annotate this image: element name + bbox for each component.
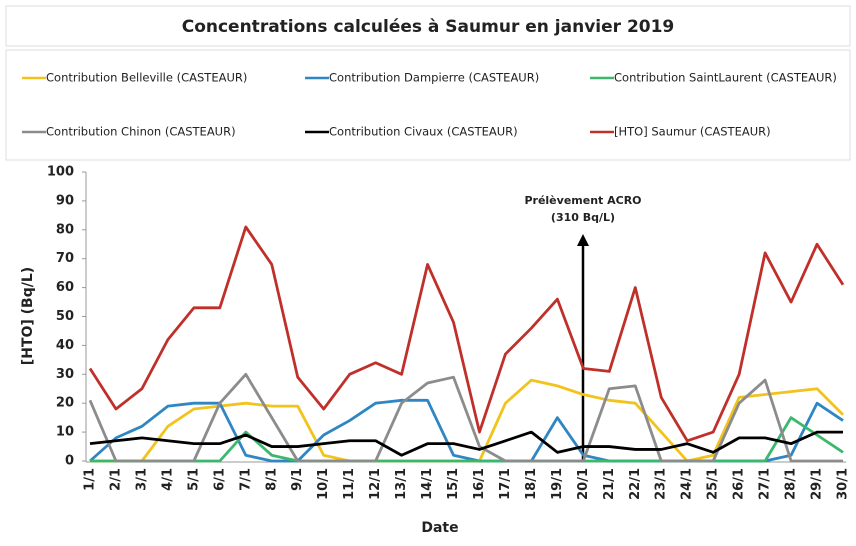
x-tick-label: 23/1 xyxy=(654,468,669,500)
y-axis-label: [HTO] (Bq/L) xyxy=(20,267,36,365)
x-tick-label: 8/1 xyxy=(264,468,279,491)
x-tick-label: 15/1 xyxy=(446,468,461,500)
chart-title: Concentrations calculées à Saumur en jan… xyxy=(182,17,675,37)
y-tick-label: 40 xyxy=(56,338,74,353)
x-tick-label: 26/1 xyxy=(732,468,747,500)
legend-label: [HTO] Saumur (CASTEAUR) xyxy=(614,125,771,139)
y-tick-label: 70 xyxy=(56,251,74,266)
x-tick-label: 27/1 xyxy=(758,468,773,500)
legend-label: Contribution Civaux (CASTEAUR) xyxy=(329,125,518,139)
x-axis-label: Date xyxy=(421,520,458,536)
x-tick-label: 17/1 xyxy=(498,468,513,500)
x-tick-label: 14/1 xyxy=(420,468,435,500)
annotation-box xyxy=(520,188,655,232)
series-line xyxy=(90,416,844,463)
y-tick-label: 90 xyxy=(56,193,74,208)
y-tick-label: 100 xyxy=(47,165,74,180)
x-tick-label: 6/1 xyxy=(212,468,227,491)
x-tick-label: 29/1 xyxy=(810,468,825,500)
x-tick-label: 19/1 xyxy=(550,468,565,500)
x-tick-label: 4/1 xyxy=(160,468,175,491)
x-tick-label: 25/1 xyxy=(706,468,721,500)
annotation-arrow-head xyxy=(577,234,589,246)
x-tick-label: 18/1 xyxy=(524,468,539,500)
y-tick-label: 80 xyxy=(56,222,74,237)
y-tick-label: 30 xyxy=(56,367,74,382)
x-tick-label: 1/1 xyxy=(83,468,98,491)
x-tick-label: 30/1 xyxy=(836,468,851,500)
title-box xyxy=(5,5,851,47)
series-line xyxy=(89,430,843,457)
x-tick-label: 10/1 xyxy=(316,468,331,500)
legend-label: Contribution Dampierre (CASTEAUR) xyxy=(329,71,539,85)
legend-box xyxy=(5,49,851,161)
legend-label: Contribution SaintLaurent (CASTEAUR) xyxy=(614,71,837,85)
y-tick-label: 0 xyxy=(65,454,74,469)
x-tick-label: 2/1 xyxy=(108,468,123,491)
x-tick-label: 7/1 xyxy=(238,468,253,491)
x-tick-label: 13/1 xyxy=(394,468,409,500)
x-tick-label: 21/1 xyxy=(602,468,617,500)
series-line xyxy=(88,225,845,443)
x-tick-label: 5/1 xyxy=(186,468,201,491)
x-tick-label: 22/1 xyxy=(628,468,643,500)
annotation: (310 Bq/L) xyxy=(551,211,615,224)
y-tick-label: 10 xyxy=(56,425,74,440)
x-tick-label: 9/1 xyxy=(290,468,305,491)
x-tick-label: 11/1 xyxy=(342,468,357,500)
x-tick-label: 24/1 xyxy=(680,468,695,500)
y-tick-label: 60 xyxy=(56,280,74,295)
legend-label: Contribution Belleville (CASTEAUR) xyxy=(46,71,247,85)
annotation: Prélèvement ACRO xyxy=(524,194,641,207)
legend-label: Contribution Chinon (CASTEAUR) xyxy=(46,125,236,139)
y-tick-label: 20 xyxy=(56,396,74,411)
x-tick-label: 28/1 xyxy=(784,468,799,500)
x-tick-label: 20/1 xyxy=(576,468,591,500)
x-tick-label: 16/1 xyxy=(472,468,487,500)
x-tick-label: 12/1 xyxy=(368,468,383,500)
x-tick-label: 3/1 xyxy=(134,468,149,491)
y-tick-label: 50 xyxy=(56,309,74,324)
